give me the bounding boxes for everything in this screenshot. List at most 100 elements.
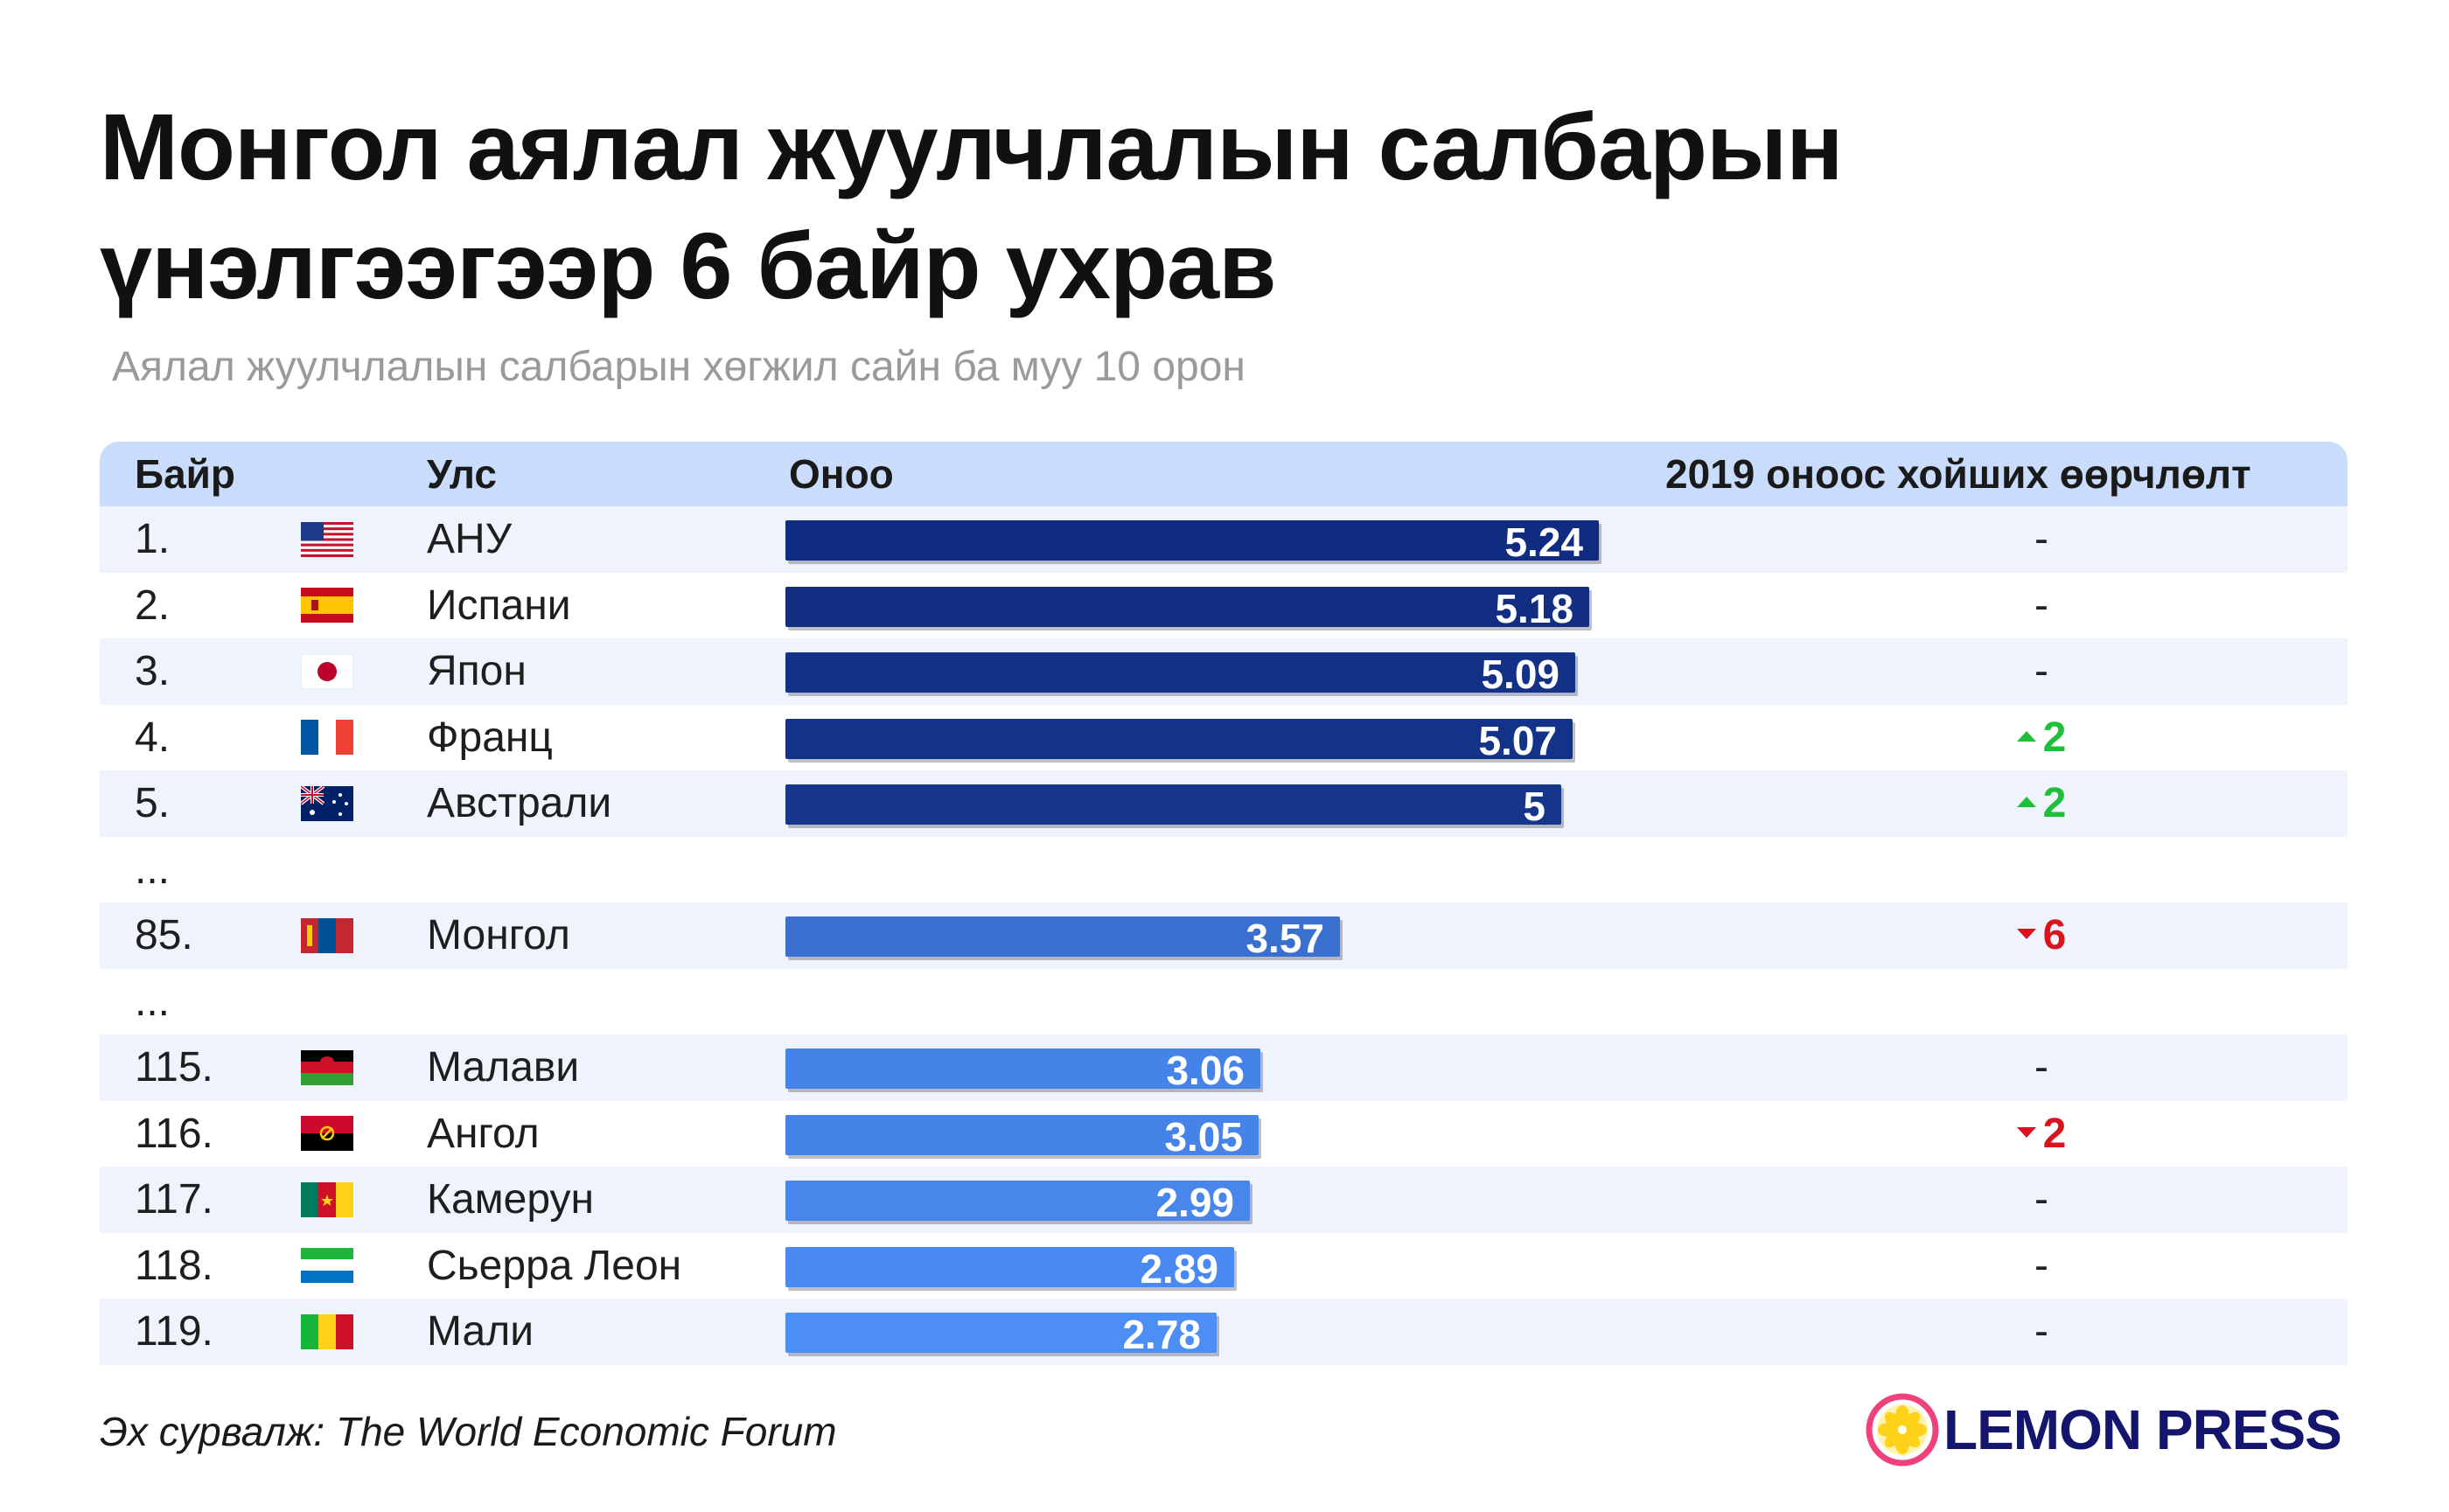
change-value: - xyxy=(2034,1242,2048,1289)
au-flag-icon xyxy=(301,785,353,821)
change-cell: 2 xyxy=(1932,705,2151,771)
ellipsis: ... xyxy=(135,846,171,893)
rank-cell: 4. xyxy=(135,714,171,761)
change-cell: - xyxy=(1932,1233,2151,1299)
arrow-down-icon xyxy=(2016,1126,2036,1138)
country-cell: Монгол xyxy=(427,912,570,958)
rank-cell: 3. xyxy=(135,648,171,694)
score-label: 3.06 xyxy=(1166,1048,1245,1093)
change-value: - xyxy=(2034,516,2048,562)
change-cell: 2 xyxy=(1932,770,2151,837)
logo-text: LEMON PRESS xyxy=(1943,1398,2342,1461)
score-label: 5.24 xyxy=(1504,519,1583,565)
table-row: 118. Сьерра Леон 2.89 - xyxy=(100,1233,2348,1299)
country-cell: Испани xyxy=(427,582,571,629)
country-cell: Малави xyxy=(427,1044,580,1090)
country-cell: Сьерра Леон xyxy=(427,1242,682,1289)
rank-cell: 2. xyxy=(135,582,171,629)
score-bar: 5.09 xyxy=(785,651,1575,697)
change-cell: - xyxy=(1932,638,2151,705)
table-row: 4. Франц 5.07 2 xyxy=(100,705,2348,771)
score-label: 3.57 xyxy=(1245,916,1324,961)
table-header: Байр Улс Оноо 2019 оноос хойших өөрчлөлт xyxy=(100,442,2348,506)
score-bar: 2.99 xyxy=(785,1180,1250,1225)
score-bar: 2.89 xyxy=(785,1246,1234,1291)
country-cell: Франц xyxy=(427,714,553,761)
country-cell: Ангол xyxy=(427,1110,540,1157)
rank-cell: 115. xyxy=(135,1044,213,1090)
table-row: 1. АНУ 5.24 - xyxy=(100,506,2348,573)
score-label: 5.09 xyxy=(1481,651,1559,697)
score-label: 2.89 xyxy=(1140,1245,1218,1292)
rank-cell: 1. xyxy=(135,516,171,562)
score-label: 5.18 xyxy=(1495,585,1573,631)
score-bar: 2.78 xyxy=(785,1312,1217,1357)
page-title: Монгол аялал жуулчлалын салбарын үнэлгээ… xyxy=(100,87,2374,325)
arrow-down-icon xyxy=(2016,929,2036,940)
country-cell: Япон xyxy=(427,648,527,694)
us-flag-icon xyxy=(301,521,353,557)
change-value: 2 xyxy=(2042,780,2067,826)
table-row: 3. Япон 5.09 - xyxy=(100,638,2348,705)
ranking-table: Байр Улс Оноо 2019 оноос хойших өөрчлөлт… xyxy=(100,442,2348,1365)
change-cell: - xyxy=(1932,573,2151,639)
jp-flag-icon xyxy=(301,653,353,689)
change-value: 2 xyxy=(2042,714,2067,761)
score-label: 2.78 xyxy=(1122,1312,1201,1357)
rank-cell: 118. xyxy=(135,1242,213,1289)
score-bar: 5 xyxy=(785,784,1561,829)
change-value: 2 xyxy=(2042,1110,2067,1157)
table-row: 2. Испани 5.18 - xyxy=(100,573,2348,639)
country-cell: Австрали xyxy=(427,780,612,826)
change-value: - xyxy=(2034,1176,2048,1223)
score-bar: 5.18 xyxy=(785,586,1589,631)
score-label: 2.99 xyxy=(1155,1180,1234,1225)
change-value: - xyxy=(2034,582,2048,629)
rank-cell: 85. xyxy=(135,912,193,958)
title-line-1: Монгол аялал жуулчлалын салбарын xyxy=(100,94,1843,199)
sl-flag-icon xyxy=(301,1248,353,1284)
score-bar: 3.57 xyxy=(785,916,1340,961)
table-row: 119. Мали 2.78 - xyxy=(100,1299,2348,1365)
score-bar: 5.24 xyxy=(785,519,1599,565)
lemon-press-logo: LEMON PRESS xyxy=(1865,1392,2355,1467)
ellipsis-row: ... xyxy=(100,837,2348,903)
change-value: 6 xyxy=(2042,912,2067,958)
header-score: Оноо xyxy=(789,451,894,497)
mn-flag-icon xyxy=(301,917,353,953)
rank-cell: 116. xyxy=(135,1110,213,1157)
change-cell: - xyxy=(1932,506,2151,573)
ellipsis: ... xyxy=(135,978,171,1025)
table-row: 85. Монгол 3.57 6 xyxy=(100,902,2348,969)
rank-cell: 117. xyxy=(135,1176,213,1223)
country-cell: Камерун xyxy=(427,1176,595,1223)
change-cell: - xyxy=(1932,1035,2151,1101)
table-row: 116. Ангол 3.05 2 xyxy=(100,1101,2348,1167)
change-value: - xyxy=(2034,1044,2048,1090)
table-body: 1. АНУ 5.24 - 2. Испани 5.18 - 3. Япон 5.09 - 4. Фран… xyxy=(100,506,2348,1365)
country-cell: АНУ xyxy=(427,516,513,562)
ao-flag-icon xyxy=(301,1116,353,1152)
score-label: 5 xyxy=(1523,784,1545,829)
arrow-up-icon xyxy=(2016,797,2036,808)
header-country: Улс xyxy=(427,451,497,497)
es-flag-icon xyxy=(301,588,353,624)
arrow-up-icon xyxy=(2016,730,2036,742)
fr-flag-icon xyxy=(301,720,353,756)
score-bar: 3.05 xyxy=(785,1114,1259,1159)
score-label: 5.07 xyxy=(1478,717,1557,763)
table-row: 115. Малави 3.06 - xyxy=(100,1035,2348,1101)
change-cell: - xyxy=(1932,1167,2151,1233)
ellipsis-row: ... xyxy=(100,969,2348,1035)
header-change: 2019 оноос хойших өөрчлөлт xyxy=(1665,451,2251,497)
mw-flag-icon xyxy=(301,1049,353,1085)
country-cell: Мали xyxy=(427,1308,534,1355)
score-bar: 3.06 xyxy=(785,1048,1260,1093)
score-label: 3.05 xyxy=(1164,1113,1243,1160)
cm-flag-icon xyxy=(301,1181,353,1217)
subtitle: Аялал жуулчлалын салбарын хөгжил сайн ба… xyxy=(112,344,1245,390)
rank-cell: 5. xyxy=(135,780,171,826)
change-value: - xyxy=(2034,648,2048,694)
source-note: Эх сурвалж: The World Economic Forum xyxy=(100,1409,837,1454)
lemon-logo-icon xyxy=(1866,1393,1939,1467)
